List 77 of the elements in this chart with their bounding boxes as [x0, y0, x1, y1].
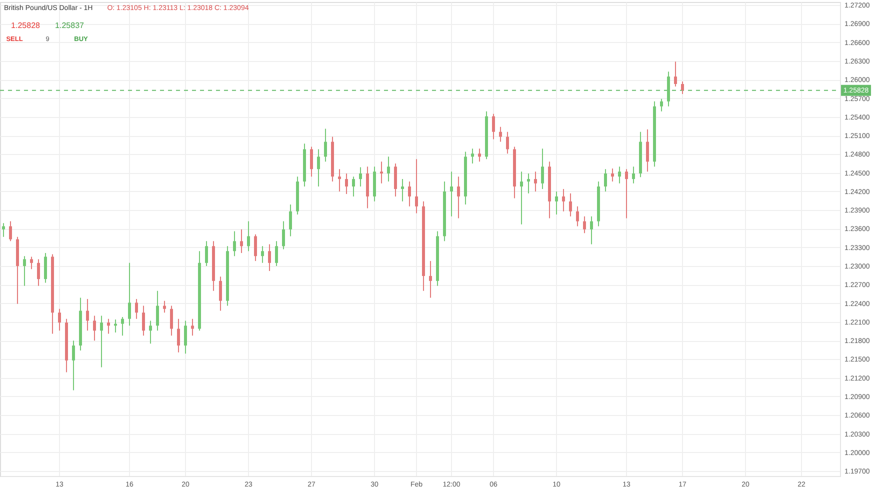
candlestick	[583, 216, 586, 234]
candlestick	[555, 190, 558, 215]
candlestick	[86, 298, 89, 332]
candlestick	[478, 148, 481, 162]
candlestick	[569, 192, 572, 217]
candlestick	[527, 172, 530, 194]
candlestick	[93, 315, 96, 342]
candlestick	[58, 308, 61, 332]
candlestick	[268, 244, 271, 272]
candlestick	[184, 320, 187, 354]
candlestick	[674, 61, 677, 87]
candlestick	[541, 148, 544, 190]
candlestick	[366, 166, 369, 209]
candlestick	[317, 148, 320, 188]
candlestick	[149, 320, 152, 344]
candlestick	[261, 246, 264, 264]
candlestick	[310, 146, 313, 178]
candlestick	[128, 262, 131, 326]
candlestick	[100, 315, 103, 368]
candlestick	[681, 81, 684, 94]
candlestick	[72, 340, 75, 391]
candlestick	[611, 168, 614, 182]
candlestick	[618, 166, 621, 184]
candlestick	[401, 178, 404, 202]
candlestick	[170, 305, 173, 336]
candlestick	[142, 305, 145, 336]
candlestick	[30, 256, 33, 270]
annotation: 1.25837	[55, 21, 85, 30]
candlestick	[506, 131, 509, 154]
candlestick	[415, 158, 418, 214]
candlestick	[191, 318, 194, 336]
annotation: 1.25828	[11, 21, 41, 30]
candlestick	[625, 168, 628, 219]
candlestick	[394, 163, 397, 197]
candlestick	[247, 220, 250, 252]
candlestick	[471, 148, 474, 164]
candlestick	[457, 176, 460, 219]
candlestick	[156, 290, 159, 332]
candlestick	[135, 298, 138, 320]
candlestick	[275, 240, 278, 267]
candlestick	[660, 98, 663, 112]
candlestick	[632, 166, 635, 184]
candlestick	[387, 156, 390, 182]
candlestick	[646, 128, 649, 172]
candlestick	[499, 126, 502, 142]
candlestick	[233, 230, 236, 257]
candlestick	[163, 300, 166, 314]
candlestick	[359, 166, 362, 188]
candlestick	[254, 234, 257, 262]
candlestick	[219, 276, 222, 312]
candlestick	[450, 171, 453, 217]
candlestick	[520, 171, 523, 225]
candlestick	[240, 228, 243, 254]
candlestick	[2, 222, 5, 238]
candlestick	[177, 318, 180, 353]
candlestick	[380, 161, 383, 184]
candlestick	[44, 252, 47, 284]
candlestick	[338, 168, 341, 192]
candlestick	[345, 172, 348, 194]
candlestick	[352, 176, 355, 197]
candlestick	[534, 171, 537, 192]
candlestick	[576, 206, 579, 227]
candlestick	[590, 216, 593, 245]
candlestick	[289, 204, 292, 237]
candlestick	[408, 181, 411, 207]
candlestick	[562, 188, 565, 212]
candlestick	[107, 318, 110, 334]
candlestick	[23, 256, 26, 286]
candlestick	[324, 128, 327, 162]
candlestick	[205, 240, 208, 267]
candlestick	[121, 316, 124, 336]
candlestick	[492, 113, 495, 140]
candlestick	[37, 258, 40, 286]
candlestick	[429, 260, 432, 298]
candlestick	[604, 168, 607, 192]
candlestick	[282, 220, 285, 250]
candlestick	[9, 220, 12, 242]
